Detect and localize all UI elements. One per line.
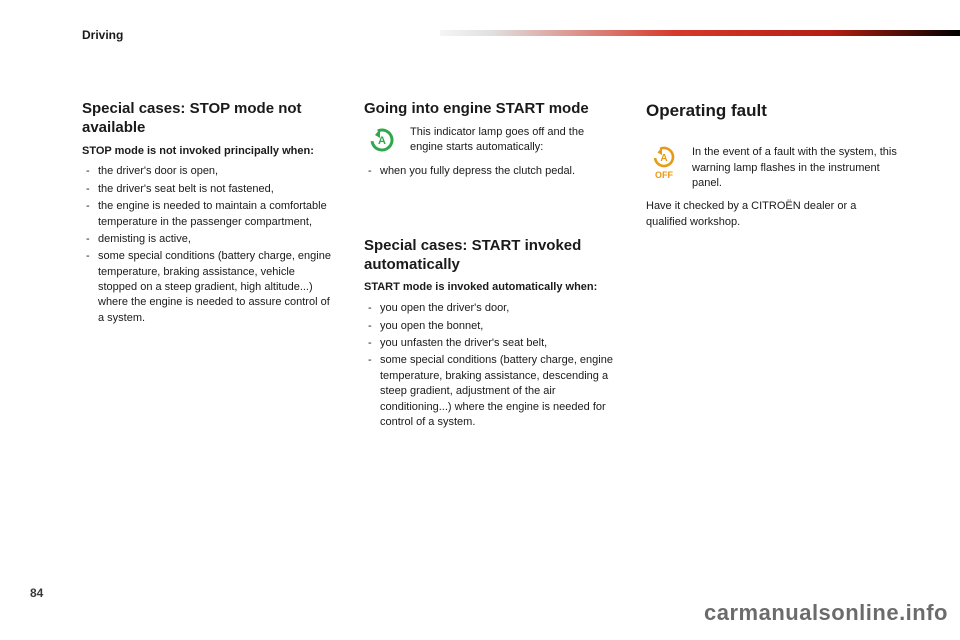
svg-text:A: A [660,153,667,164]
list-item: the driver's seat belt is not fastened, [82,182,336,197]
list-item: you open the bonnet, [364,319,618,334]
list-item: the driver's door is open, [82,164,336,179]
column-1: Special cases: STOP mode not available S… [82,100,336,444]
spacer [646,127,900,145]
fault-icon-text: In the event of a fault with the system,… [692,145,900,191]
stop-mode-heading: Special cases: STOP mode not available [82,100,336,138]
page-number: 84 [30,586,43,600]
svg-text:OFF: OFF [655,170,673,180]
page-header: Driving [0,28,960,52]
start-auto-list: you open the driver's door, you open the… [364,301,618,430]
watermark: carmanualsonline.info [704,600,948,626]
list-item: some special conditions (battery charge,… [364,353,618,430]
section-label: Driving [82,28,123,42]
fault-body: Have it checked by a CITROËN dealer or a… [646,199,900,230]
operating-fault-heading: Operating fault [646,100,900,121]
start-mode-heading: Going into engine START mode [364,100,618,119]
column-2: Going into engine START mode A This indi… [364,100,618,444]
start-auto-lead: START mode is invoked automatically when… [364,280,618,295]
list-item: the engine is needed to maintain a comfo… [82,199,336,230]
column-3: Operating fault A OFF In the event of a … [646,100,900,444]
fault-icon-row: A OFF In the event of a fault with the s… [646,145,900,191]
list-item: you open the driver's door, [364,301,618,316]
list-item: some special conditions (battery charge,… [82,249,336,326]
list-item: you unfasten the driver's seat belt, [364,336,618,351]
list-item: demisting is active, [82,232,336,247]
start-auto-heading: Special cases: START invoked automatical… [364,237,618,275]
header-divider [440,30,960,36]
stop-mode-list: the driver's door is open, the driver's … [82,164,336,326]
start-mode-icon-row: A This indicator lamp goes off and the e… [364,125,618,156]
spacer [364,193,618,237]
list-item: when you fully depress the clutch pedal. [364,164,618,179]
fault-warning-icon: A OFF [646,145,682,181]
start-mode-icon-text: This indicator lamp goes off and the eng… [410,125,618,156]
stop-mode-lead: STOP mode is not invoked principally whe… [82,144,336,159]
content-area: Special cases: STOP mode not available S… [82,100,900,444]
start-mode-list: when you fully depress the clutch pedal. [364,164,618,179]
svg-text:A: A [378,135,386,147]
engine-start-icon: A [364,125,400,155]
